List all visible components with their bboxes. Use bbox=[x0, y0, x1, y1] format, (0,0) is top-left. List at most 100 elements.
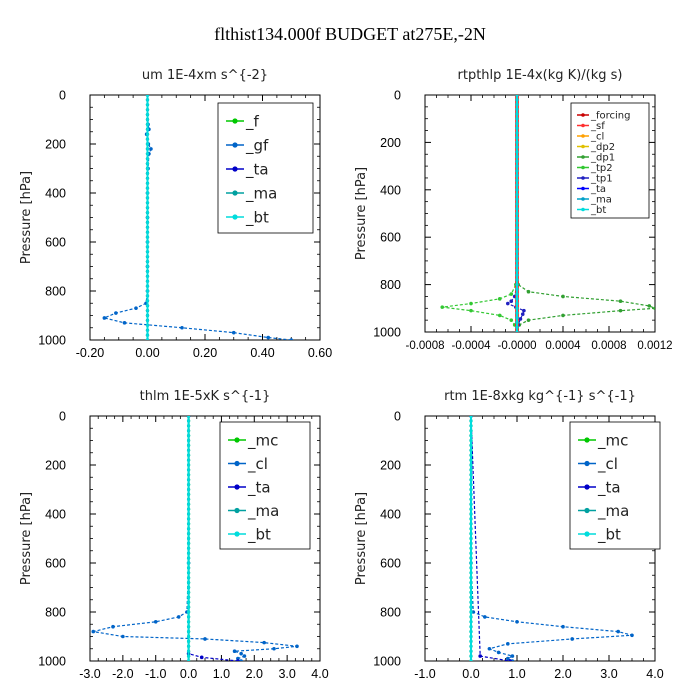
data-point bbox=[515, 216, 519, 220]
y-tick-label: 800 bbox=[45, 285, 66, 299]
data-point bbox=[469, 512, 473, 516]
legend-marker bbox=[234, 460, 240, 467]
data-point bbox=[469, 448, 473, 452]
chart-panel-2: rtpthlp 1E-4x(kg K)/(kg s) Pressure [hPa]… bbox=[354, 68, 673, 352]
data-point bbox=[469, 492, 473, 496]
x-tick-label: 1.0 bbox=[508, 667, 525, 681]
legend-label: _ma bbox=[597, 502, 629, 521]
data-point bbox=[145, 215, 150, 220]
data-point bbox=[515, 102, 519, 107]
data-point bbox=[561, 624, 565, 629]
data-point bbox=[186, 556, 191, 560]
legend-marker bbox=[232, 118, 238, 124]
data-point bbox=[561, 294, 565, 299]
data-point bbox=[145, 127, 150, 131]
data-point bbox=[186, 541, 191, 546]
data-point bbox=[469, 600, 473, 604]
data-point bbox=[145, 304, 150, 308]
data-point bbox=[469, 308, 473, 313]
data-point bbox=[186, 630, 191, 634]
data-point bbox=[145, 196, 150, 200]
legend-label: _ma bbox=[590, 195, 612, 206]
data-point bbox=[145, 122, 150, 126]
data-point bbox=[497, 313, 502, 318]
data-point bbox=[145, 186, 150, 190]
data-point bbox=[145, 117, 150, 122]
data-point bbox=[497, 297, 502, 301]
data-point bbox=[515, 273, 519, 277]
data-point bbox=[262, 640, 266, 645]
data-point bbox=[186, 438, 191, 443]
data-point bbox=[515, 169, 519, 173]
data-point bbox=[518, 317, 523, 321]
chart-panel-1: um 1E-4xm s^{-2} Pressure [hPa] -0.20 0.00 0… bbox=[19, 68, 332, 360]
data-point bbox=[508, 659, 512, 661]
data-point bbox=[515, 98, 519, 102]
data-point bbox=[145, 318, 150, 322]
x-tick-label: 0.00 bbox=[135, 346, 159, 360]
y-tick-label: 200 bbox=[45, 138, 66, 152]
data-point bbox=[145, 284, 150, 288]
legend-label: _f bbox=[245, 112, 260, 131]
y-tick-label: 200 bbox=[380, 136, 401, 150]
data-point bbox=[145, 103, 150, 107]
data-point bbox=[515, 330, 519, 332]
data-point bbox=[295, 644, 299, 649]
data-point bbox=[469, 546, 473, 550]
data-point bbox=[145, 338, 150, 340]
x-tick-label: -0.0004 bbox=[451, 340, 491, 352]
legend-marker bbox=[584, 531, 590, 537]
legend-label: _gf bbox=[245, 136, 269, 155]
y-tick-label: 1000 bbox=[38, 655, 66, 669]
data-point bbox=[134, 306, 138, 310]
data-point bbox=[515, 226, 519, 230]
data-point bbox=[231, 330, 236, 335]
data-point bbox=[145, 147, 150, 151]
data-point bbox=[515, 221, 519, 225]
data-point bbox=[145, 162, 150, 166]
data-point bbox=[186, 615, 191, 619]
data-point bbox=[199, 655, 204, 660]
panel-title: rtm 1E-8xkg kg^{-1} s^{-1} bbox=[444, 389, 636, 404]
data-point bbox=[515, 230, 519, 235]
legend-marker bbox=[581, 123, 585, 128]
data-point bbox=[469, 301, 473, 306]
x-tick-label: 0.40 bbox=[250, 346, 274, 360]
data-point bbox=[145, 313, 150, 318]
data-point bbox=[469, 502, 473, 506]
x-tick-label: 0.0 bbox=[462, 667, 479, 681]
legend-marker bbox=[234, 507, 240, 514]
legend-label: _mc bbox=[597, 431, 628, 450]
data-point bbox=[515, 112, 519, 116]
data-point bbox=[145, 309, 150, 313]
y-tick-label: 1000 bbox=[373, 655, 401, 669]
data-point bbox=[186, 478, 191, 482]
panel-title: thlm 1E-5xK s^{-1} bbox=[140, 389, 271, 404]
data-point bbox=[515, 268, 519, 272]
data-point bbox=[515, 140, 519, 144]
legend-label: _ta bbox=[245, 160, 269, 179]
legend-label: _ma bbox=[247, 502, 279, 521]
data-point bbox=[515, 249, 519, 254]
data-point bbox=[180, 325, 184, 330]
data-point bbox=[145, 230, 150, 234]
data-point bbox=[653, 306, 655, 311]
data-point bbox=[289, 338, 294, 340]
legend-marker bbox=[232, 166, 238, 172]
data-point bbox=[469, 634, 473, 639]
legend-label: _bt bbox=[247, 525, 271, 544]
data-point bbox=[616, 629, 620, 634]
data-point bbox=[469, 536, 473, 541]
data-point bbox=[145, 206, 150, 210]
data-point bbox=[469, 438, 473, 443]
data-point bbox=[630, 633, 634, 638]
data-point bbox=[515, 159, 519, 163]
data-point bbox=[145, 220, 150, 224]
data-point bbox=[186, 536, 191, 541]
data-point bbox=[186, 561, 191, 565]
data-point bbox=[145, 240, 150, 244]
data-point bbox=[186, 639, 191, 644]
data-point bbox=[186, 551, 191, 555]
y-axis-label: Pressure [hPa] bbox=[354, 492, 369, 585]
data-area bbox=[91, 416, 299, 661]
